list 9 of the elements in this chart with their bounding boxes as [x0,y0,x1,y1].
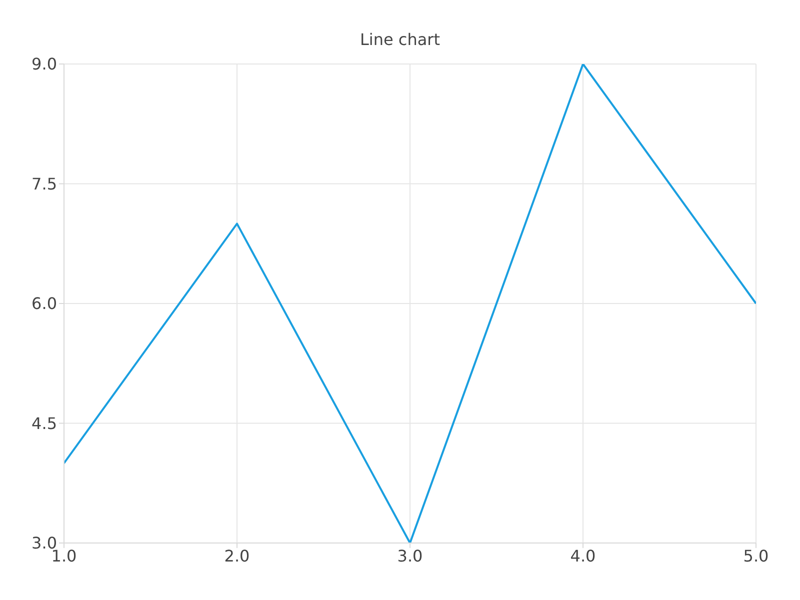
y-tick-label: 6.0 [32,294,57,314]
x-tick-label: 3.0 [397,546,423,566]
x-tick-label: 4.0 [570,546,596,566]
y-tick-label: 7.5 [32,174,57,194]
y-tick-label: 9.0 [32,54,57,74]
x-tick-label: 5.0 [743,546,769,566]
x-tick-label: 2.0 [224,546,250,566]
chart-title: Line chart [358,30,442,50]
y-tick-label: 4.5 [32,414,57,433]
